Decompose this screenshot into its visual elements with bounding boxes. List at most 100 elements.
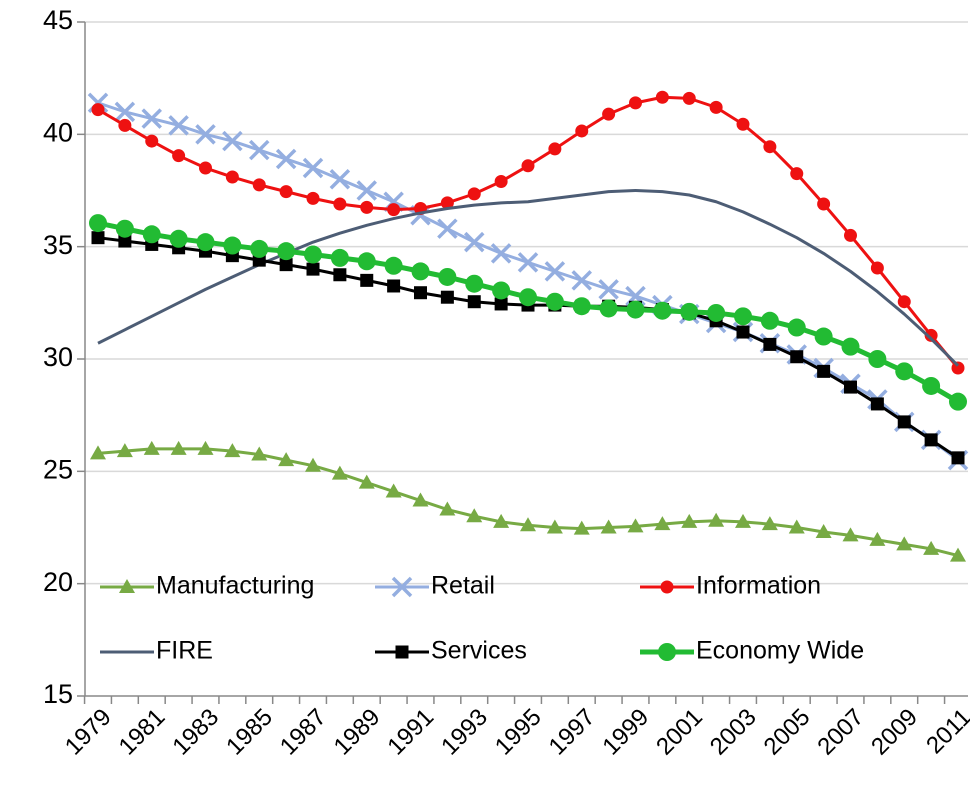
- legend-label: Manufacturing: [156, 572, 314, 600]
- data-point: [736, 325, 750, 339]
- data-point: [143, 440, 160, 455]
- data-point: [844, 380, 857, 394]
- legend-label: Retail: [431, 572, 495, 600]
- data-point: [519, 288, 537, 307]
- data-point: [279, 258, 293, 272]
- data-point: [520, 517, 536, 532]
- data-point: [922, 376, 941, 395]
- data-point: [115, 219, 134, 238]
- data-point: [681, 513, 698, 528]
- data-point: [950, 547, 966, 562]
- data-point: [842, 527, 859, 542]
- y-tick-label: 25: [43, 454, 73, 484]
- data-point: [761, 516, 778, 531]
- data-point: [682, 91, 696, 105]
- data-point: [493, 513, 510, 528]
- legend-marker: [660, 580, 674, 594]
- data-point: [118, 234, 132, 248]
- data-point: [277, 242, 296, 261]
- data-point: [817, 197, 831, 211]
- data-point: [734, 307, 752, 326]
- data-point: [654, 516, 671, 531]
- data-point: [331, 465, 348, 480]
- y-tick-label: 15: [43, 679, 73, 709]
- data-point: [91, 103, 105, 117]
- data-point: [89, 214, 107, 233]
- data-point: [790, 167, 804, 181]
- legend-label: Information: [696, 572, 821, 600]
- data-point: [467, 295, 481, 309]
- legend-marker: [658, 643, 676, 661]
- data-point: [545, 292, 564, 311]
- data-point: [360, 200, 374, 214]
- data-point: [895, 362, 914, 381]
- data-point: [492, 281, 511, 300]
- data-point: [464, 231, 485, 253]
- data-point: [305, 457, 321, 472]
- data-point: [118, 118, 132, 132]
- data-point: [868, 350, 887, 368]
- y-tick-label: 35: [43, 230, 73, 260]
- legend-label: FIRE: [156, 637, 213, 665]
- data-point: [870, 261, 884, 275]
- data-point: [384, 256, 403, 275]
- data-point: [252, 178, 266, 192]
- data-point: [172, 149, 186, 163]
- data-point: [680, 302, 699, 321]
- data-point: [707, 303, 726, 322]
- data-point: [653, 301, 672, 320]
- legend-marker: [391, 576, 413, 598]
- data-point: [949, 392, 967, 411]
- data-point: [709, 100, 723, 114]
- data-point: [306, 262, 320, 276]
- data-point: [197, 440, 214, 455]
- data-point: [224, 443, 241, 458]
- data-point: [870, 397, 884, 411]
- data-point: [278, 452, 295, 467]
- data-point: [304, 245, 322, 264]
- data-point: [763, 140, 777, 154]
- data-point: [275, 148, 297, 170]
- data-point: [787, 318, 806, 337]
- data-point: [302, 157, 324, 179]
- data-point: [760, 311, 779, 330]
- data-point: [387, 279, 401, 293]
- data-point: [168, 115, 189, 136]
- data-point: [573, 520, 590, 535]
- data-point: [333, 268, 347, 282]
- data-point: [114, 101, 136, 123]
- data-point: [790, 350, 804, 364]
- data-point: [360, 273, 374, 287]
- data-point: [490, 243, 512, 264]
- data-point: [170, 440, 187, 455]
- data-point: [546, 519, 563, 534]
- data-point: [599, 299, 618, 318]
- data-point: [440, 196, 454, 210]
- data-point: [897, 295, 911, 309]
- data-point: [358, 474, 375, 489]
- data-point: [116, 443, 133, 458]
- data-point: [869, 531, 886, 546]
- data-point: [736, 117, 750, 131]
- data-point: [329, 169, 351, 190]
- data-point: [627, 518, 644, 533]
- data-point: [951, 361, 965, 375]
- data-point: [897, 415, 911, 429]
- data-point: [195, 124, 216, 145]
- data-point: [142, 225, 161, 244]
- data-point: [655, 90, 669, 104]
- data-point: [548, 142, 562, 156]
- data-point: [223, 236, 242, 255]
- data-point: [815, 523, 832, 538]
- legend-marker: [119, 579, 135, 593]
- y-tick-label: 45: [43, 5, 73, 35]
- data-point: [222, 130, 243, 152]
- legend-label: Economy Wide: [696, 637, 864, 665]
- legend-label: Services: [431, 637, 527, 665]
- data-point: [333, 197, 347, 211]
- data-point: [600, 519, 617, 534]
- data-point: [735, 513, 751, 528]
- data-point: [199, 161, 212, 175]
